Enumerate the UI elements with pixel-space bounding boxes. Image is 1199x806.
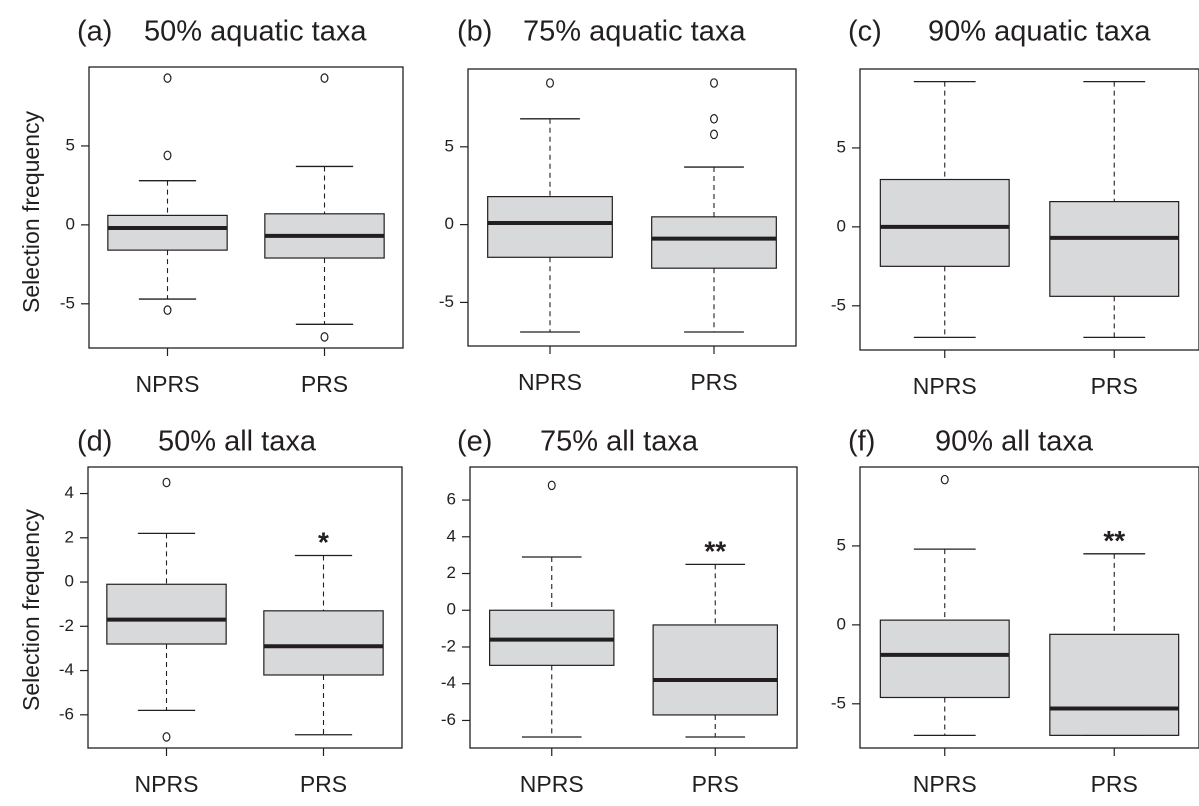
- y-tick-label: 0: [445, 214, 454, 233]
- plot-frame: [87, 466, 403, 749]
- plot-frame: [859, 68, 1199, 351]
- y-tick-label: 5: [837, 137, 846, 156]
- panel-letter: (d): [77, 426, 112, 458]
- x-category-label: NPRS: [913, 373, 977, 399]
- y-tick-label: 5: [445, 136, 454, 155]
- y-tick-label: 2: [447, 563, 456, 582]
- y-tick-label: -2: [59, 616, 74, 635]
- outlier-point: [320, 332, 329, 342]
- outlier-point: [940, 474, 949, 485]
- x-category-label: NPRS: [518, 369, 582, 395]
- panel-letter: (f): [848, 426, 875, 458]
- y-tick-label: 0: [65, 572, 74, 591]
- panel-letter: (e): [457, 426, 492, 458]
- panel-title: 75% aquatic taxa: [523, 16, 746, 48]
- x-category-label: NPRS: [520, 771, 584, 797]
- panel-title: 50% all taxa: [158, 426, 317, 458]
- significance-marker: **: [1103, 525, 1125, 556]
- y-tick-label: 5: [66, 135, 75, 154]
- y-tick-label: -5: [439, 292, 454, 311]
- box-iqr: [1049, 201, 1180, 297]
- significance-marker: *: [318, 527, 329, 558]
- box-iqr: [107, 214, 228, 251]
- outlier-point: [545, 78, 554, 88]
- outlier-point: [163, 150, 172, 161]
- outlier-point: [709, 113, 718, 124]
- outlier-point: [709, 78, 718, 88]
- y-tick-label: -4: [441, 673, 456, 692]
- box-iqr: [651, 216, 777, 269]
- y-tick-label: -6: [441, 710, 456, 729]
- panel-title: 90% all taxa: [935, 426, 1094, 458]
- box-iqr: [487, 196, 613, 258]
- x-category-label: PRS: [300, 771, 347, 797]
- y-tick-label: 0: [837, 216, 846, 235]
- outlier-point: [163, 73, 172, 83]
- y-tick-label: -5: [831, 693, 846, 712]
- x-category-label: PRS: [1091, 373, 1138, 399]
- plot-frame: [467, 68, 797, 347]
- y-tick-label: 6: [447, 490, 456, 509]
- y-tick-label: -5: [831, 295, 846, 314]
- x-category-label: PRS: [692, 771, 739, 797]
- y-tick-label: -6: [59, 704, 74, 723]
- y-tick-label: 2: [65, 527, 74, 546]
- y-tick-label: 0: [837, 614, 846, 633]
- y-tick-label: -4: [59, 660, 74, 679]
- x-category-label: PRS: [301, 371, 348, 397]
- outlier-point: [162, 732, 171, 742]
- y-tick-label: -2: [441, 636, 456, 655]
- box-iqr: [879, 619, 1010, 699]
- y-tick-label: 0: [447, 600, 456, 619]
- box-iqr: [652, 624, 778, 716]
- outlier-point: [163, 305, 172, 315]
- x-category-label: NPRS: [913, 771, 977, 797]
- x-category-label: PRS: [1091, 771, 1138, 797]
- plot-frame: [88, 66, 404, 349]
- y-axis-label-bottom: Selection frequency: [18, 508, 44, 711]
- box-iqr: [879, 178, 1010, 267]
- x-category-label: PRS: [690, 369, 737, 395]
- y-tick-label: 4: [65, 483, 74, 502]
- panel-letter: (c): [848, 16, 882, 48]
- y-axis-label-top: Selection frequency: [18, 110, 44, 313]
- y-tick-label: 0: [66, 214, 75, 233]
- y-tick-label: 5: [837, 535, 846, 554]
- plot-frame: [859, 466, 1199, 749]
- panel-letter: (a): [77, 16, 112, 48]
- box-iqr: [263, 610, 384, 676]
- outlier-point: [709, 129, 718, 140]
- panel-title: 75% all taxa: [540, 426, 699, 458]
- y-tick-label: -5: [60, 293, 75, 312]
- panel-title: 90% aquatic taxa: [928, 16, 1151, 48]
- x-category-label: NPRS: [135, 771, 199, 797]
- outlier-point: [320, 73, 329, 83]
- outlier-point: [547, 480, 556, 491]
- panel-letter: (b): [457, 16, 492, 48]
- significance-marker: **: [704, 535, 726, 566]
- box-iqr: [106, 583, 227, 645]
- box-iqr: [1049, 633, 1180, 736]
- x-category-label: NPRS: [136, 371, 200, 397]
- y-tick-label: 4: [447, 526, 456, 545]
- plot-frame: [469, 466, 798, 749]
- panel-title: 50% aquatic taxa: [144, 16, 367, 48]
- outlier-point: [162, 477, 171, 488]
